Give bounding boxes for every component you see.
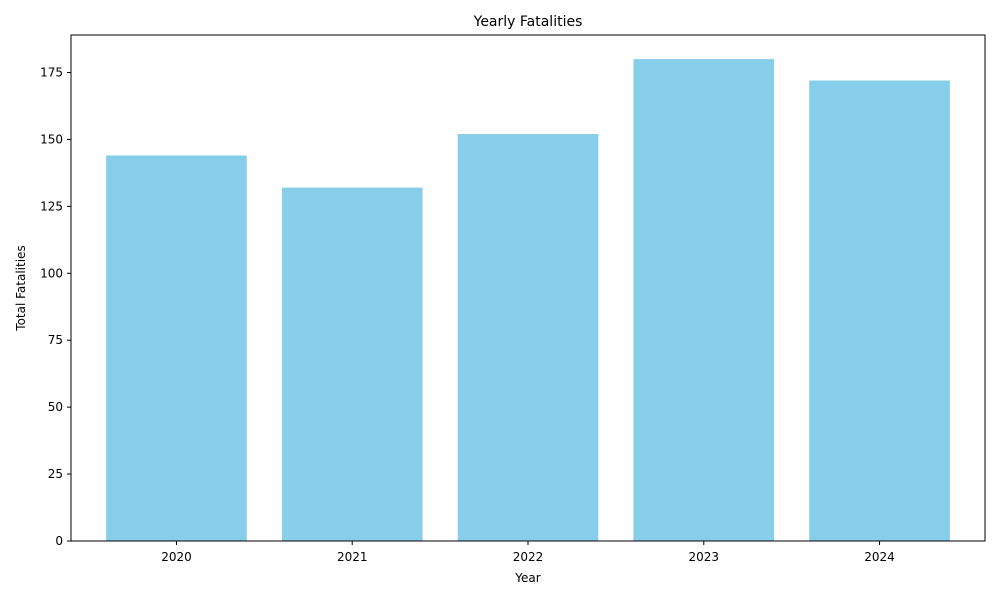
y-tick-label: 175: [40, 65, 63, 79]
bar-2021: [281, 187, 423, 541]
x-tick-label-2020: 2020: [161, 550, 192, 564]
x-tick-label-2024: 2024: [864, 550, 895, 564]
x-tick-label-2022: 2022: [513, 550, 544, 564]
y-tick-label: 100: [40, 266, 63, 280]
y-tick-label: 150: [40, 132, 63, 146]
y-axis-ticks: 0 25 50 75 100 125 150 175: [40, 65, 71, 548]
bars-group: [106, 59, 950, 542]
bar-2020: [106, 155, 247, 542]
x-axis-ticks: 2020 2021 2022 2023 2024: [161, 541, 895, 564]
bar-2022: [457, 134, 599, 541]
y-tick-label: 0: [55, 534, 63, 548]
chart-title: Yearly Fatalities: [473, 14, 583, 30]
y-tick-label: 75: [48, 333, 63, 347]
y-tick-label: 50: [48, 400, 63, 414]
plot-frame: [70, 34, 986, 542]
bar-2024: [809, 80, 950, 541]
x-axis-label: Year: [514, 571, 540, 585]
y-axis-label: Total Fatalities: [14, 245, 28, 331]
bar-2023: [633, 59, 775, 541]
x-tick-label-2023: 2023: [688, 550, 719, 564]
y-tick-label: 125: [40, 199, 63, 213]
y-tick-label: 25: [48, 467, 63, 481]
x-tick-label-2021: 2021: [337, 550, 368, 564]
